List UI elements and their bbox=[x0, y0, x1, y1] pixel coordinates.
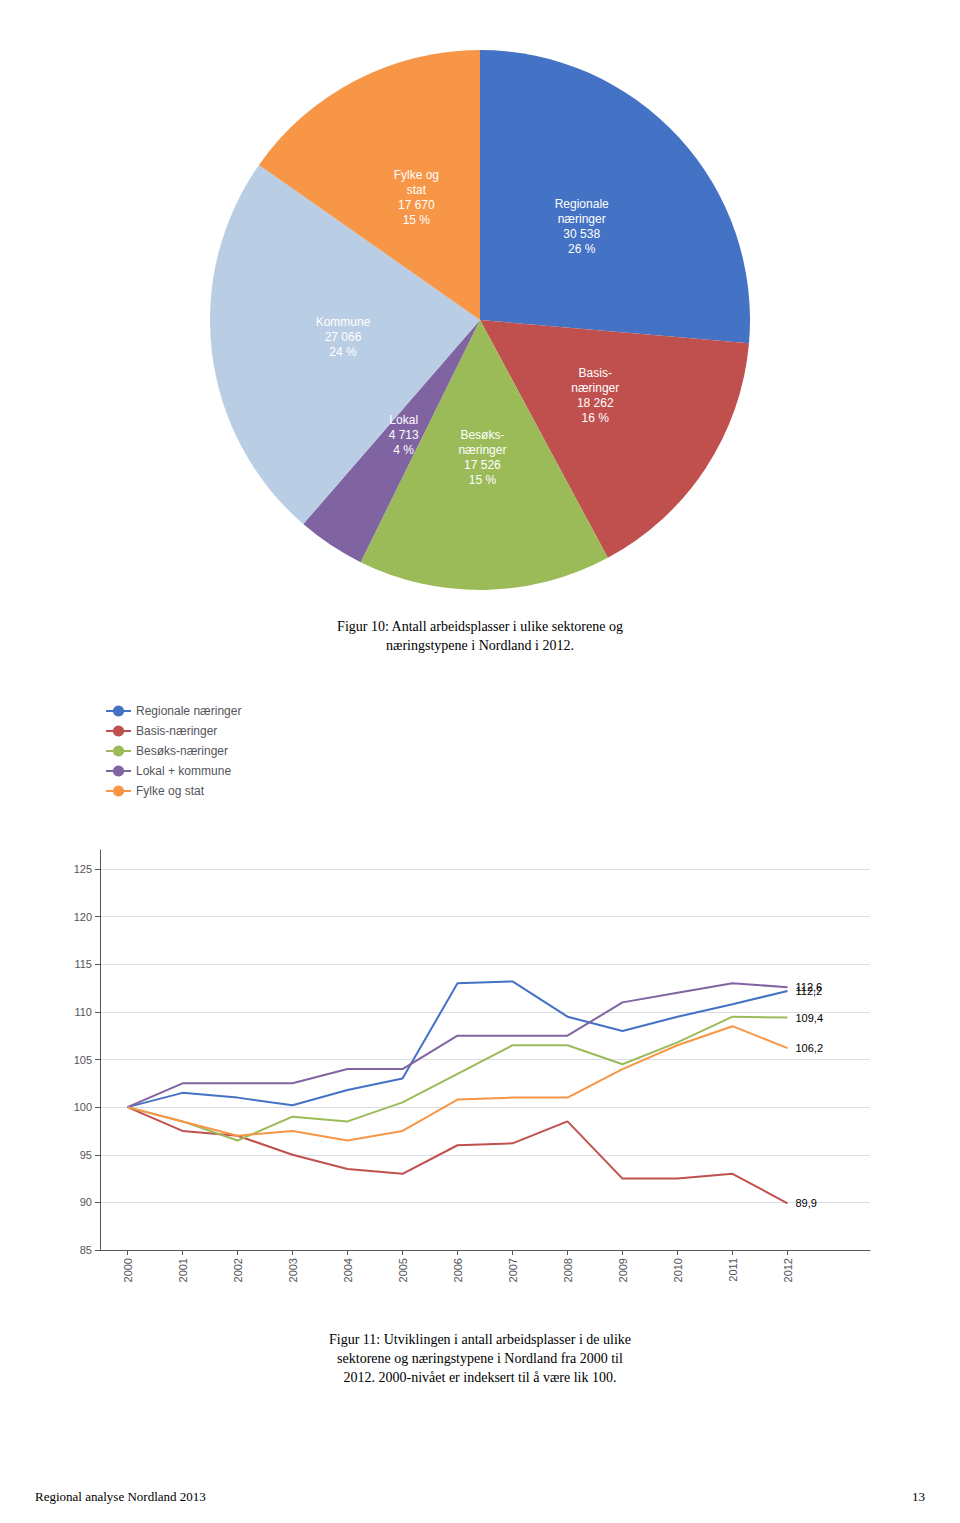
svg-text:110: 110 bbox=[74, 1006, 92, 1018]
svg-text:næringer: næringer bbox=[571, 381, 619, 395]
svg-text:Basis-næringer: Basis-næringer bbox=[136, 724, 217, 738]
svg-text:18 262: 18 262 bbox=[577, 396, 614, 410]
svg-text:15 %: 15 % bbox=[469, 473, 497, 487]
svg-text:Basis-: Basis- bbox=[579, 366, 612, 380]
svg-text:2010: 2010 bbox=[672, 1258, 684, 1282]
svg-text:109,4: 109,4 bbox=[796, 1012, 824, 1024]
svg-text:2006: 2006 bbox=[452, 1258, 464, 1282]
svg-text:115: 115 bbox=[74, 958, 92, 970]
svg-text:2008: 2008 bbox=[562, 1258, 574, 1282]
svg-text:85: 85 bbox=[80, 1244, 92, 1256]
svg-text:112,6: 112,6 bbox=[796, 981, 823, 993]
svg-text:Figur 10: Antall arbeidsplasse: Figur 10: Antall arbeidsplasser i ulike … bbox=[337, 619, 623, 634]
svg-text:Kommune: Kommune bbox=[316, 315, 371, 329]
svg-text:næringer: næringer bbox=[458, 443, 506, 457]
svg-text:26 %: 26 % bbox=[568, 242, 596, 256]
svg-text:2000: 2000 bbox=[122, 1258, 134, 1282]
svg-text:16 %: 16 % bbox=[582, 411, 610, 425]
svg-text:30 538: 30 538 bbox=[563, 227, 600, 241]
svg-text:106,2: 106,2 bbox=[796, 1042, 824, 1054]
svg-text:2012: 2012 bbox=[782, 1258, 794, 1282]
svg-text:næringer: næringer bbox=[558, 212, 606, 226]
svg-text:15 %: 15 % bbox=[403, 213, 431, 227]
svg-text:2001: 2001 bbox=[177, 1258, 189, 1282]
svg-text:Lokal: Lokal bbox=[389, 413, 418, 427]
svg-text:4 713: 4 713 bbox=[389, 428, 419, 442]
svg-text:2005: 2005 bbox=[397, 1258, 409, 1282]
svg-text:2003: 2003 bbox=[287, 1258, 299, 1282]
svg-text:Regionale næringer: Regionale næringer bbox=[136, 704, 241, 718]
svg-text:105: 105 bbox=[74, 1054, 92, 1066]
svg-text:90: 90 bbox=[80, 1196, 92, 1208]
svg-text:120: 120 bbox=[74, 911, 92, 923]
svg-text:2002: 2002 bbox=[232, 1258, 244, 1282]
svg-text:Fylke og stat: Fylke og stat bbox=[136, 784, 205, 798]
svg-text:Figur 11: Utviklingen i antall: Figur 11: Utviklingen i antall arbeidspl… bbox=[329, 1332, 631, 1347]
svg-text:stat: stat bbox=[407, 183, 427, 197]
svg-text:4 %: 4 % bbox=[393, 443, 414, 457]
svg-text:Regional analyse Nordland 2013: Regional analyse Nordland 2013 bbox=[35, 1489, 206, 1504]
svg-text:125: 125 bbox=[74, 863, 92, 875]
svg-text:næringstypene i Nordland i 201: næringstypene i Nordland i 2012. bbox=[386, 638, 574, 653]
svg-text:2009: 2009 bbox=[617, 1258, 629, 1282]
svg-text:2012. 2000-nivået er indeksert: 2012. 2000-nivået er indeksert til å vær… bbox=[344, 1370, 617, 1385]
svg-text:sektorene og næringstypene i N: sektorene og næringstypene i Nordland fr… bbox=[337, 1351, 623, 1366]
svg-text:Lokal + kommune: Lokal + kommune bbox=[136, 764, 231, 778]
svg-text:Besøks-: Besøks- bbox=[460, 428, 504, 442]
svg-text:27 066: 27 066 bbox=[325, 330, 362, 344]
svg-text:2011: 2011 bbox=[727, 1258, 739, 1282]
svg-text:17 670: 17 670 bbox=[398, 198, 435, 212]
svg-text:2004: 2004 bbox=[342, 1258, 354, 1282]
svg-text:89,9: 89,9 bbox=[796, 1197, 817, 1209]
svg-text:24 %: 24 % bbox=[329, 345, 357, 359]
svg-text:95: 95 bbox=[80, 1149, 92, 1161]
svg-text:17 526: 17 526 bbox=[464, 458, 501, 472]
svg-text:13: 13 bbox=[912, 1489, 925, 1504]
svg-text:2007: 2007 bbox=[507, 1258, 519, 1282]
svg-text:Fylke og: Fylke og bbox=[394, 168, 439, 182]
svg-text:Regionale: Regionale bbox=[555, 197, 609, 211]
svg-text:Besøks-næringer: Besøks-næringer bbox=[136, 744, 228, 758]
svg-text:100: 100 bbox=[74, 1101, 92, 1113]
